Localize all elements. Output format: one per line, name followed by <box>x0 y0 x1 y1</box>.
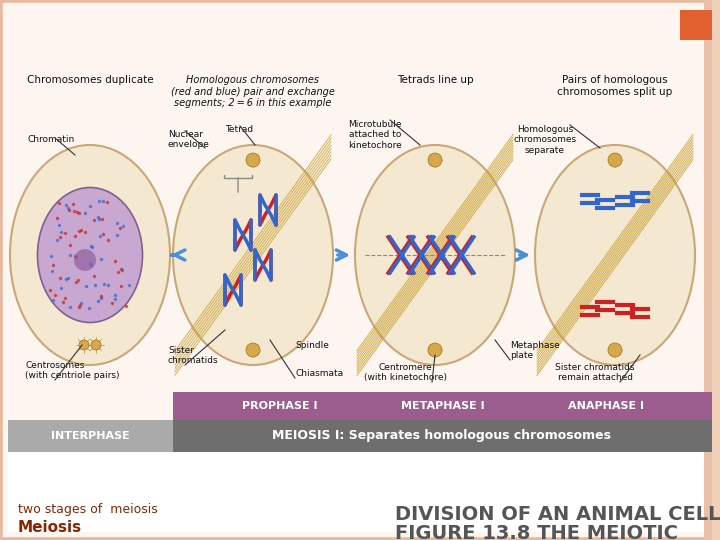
Ellipse shape <box>91 340 101 350</box>
Ellipse shape <box>246 153 260 167</box>
Text: Centromere
(with kinetochore): Centromere (with kinetochore) <box>364 362 446 382</box>
Ellipse shape <box>428 343 442 357</box>
Text: Microtubule
attached to
kinetochore: Microtubule attached to kinetochore <box>348 120 402 150</box>
Text: Nuclear
envelope: Nuclear envelope <box>168 130 210 150</box>
Ellipse shape <box>428 153 442 167</box>
Text: Tetrads line up: Tetrads line up <box>397 75 473 85</box>
Ellipse shape <box>74 249 96 271</box>
Text: METAPHASE I: METAPHASE I <box>401 401 485 411</box>
Ellipse shape <box>10 145 170 365</box>
Text: Spindle: Spindle <box>295 341 329 350</box>
Ellipse shape <box>355 145 515 365</box>
Bar <box>173 420 712 452</box>
Bar <box>173 392 712 420</box>
Text: PROPHASE I: PROPHASE I <box>242 401 318 411</box>
Text: Centrosomes
(with centriole pairs): Centrosomes (with centriole pairs) <box>25 361 120 380</box>
Text: Homologous chromosomes
(red and blue) pair and exchange
segments; 2 = 6 in this : Homologous chromosomes (red and blue) pa… <box>171 75 335 108</box>
Text: Sister
chromatids: Sister chromatids <box>168 346 219 365</box>
Ellipse shape <box>608 153 622 167</box>
Text: ANAPHASE I: ANAPHASE I <box>568 401 644 411</box>
Bar <box>8 450 712 532</box>
Text: two stages of  meiosis: two stages of meiosis <box>18 503 158 516</box>
Text: Meiosis: Meiosis <box>18 520 82 535</box>
Text: Chiasmata: Chiasmata <box>295 369 343 378</box>
Ellipse shape <box>535 145 695 365</box>
Text: Sister chromatids
remain attached: Sister chromatids remain attached <box>555 362 635 382</box>
Ellipse shape <box>37 187 143 322</box>
Ellipse shape <box>79 340 89 350</box>
Ellipse shape <box>246 343 260 357</box>
Text: FIGURE 13.8 THE MEIOTIC: FIGURE 13.8 THE MEIOTIC <box>395 524 678 540</box>
Text: Metaphase
plate: Metaphase plate <box>510 341 559 360</box>
Ellipse shape <box>608 343 622 357</box>
Text: Homologous
chromosomes
separate: Homologous chromosomes separate <box>513 125 577 155</box>
Text: DIVISION OF AN ANIMAL CELL: DIVISION OF AN ANIMAL CELL <box>395 505 720 524</box>
Ellipse shape <box>173 145 333 365</box>
Bar <box>712 0 720 540</box>
Text: Pairs of homologous
chromosomes split up: Pairs of homologous chromosomes split up <box>557 75 672 97</box>
Bar <box>8 420 173 452</box>
Text: INTERPHASE: INTERPHASE <box>50 431 130 441</box>
Text: Tetrad: Tetrad <box>225 125 253 134</box>
Text: Chromatin: Chromatin <box>28 135 76 144</box>
Text: MEIOSIS I: Separates homologous chromosomes: MEIOSIS I: Separates homologous chromoso… <box>272 429 611 442</box>
Bar <box>704 0 712 540</box>
Text: Chromosomes duplicate: Chromosomes duplicate <box>27 75 153 85</box>
Bar <box>680 10 712 40</box>
